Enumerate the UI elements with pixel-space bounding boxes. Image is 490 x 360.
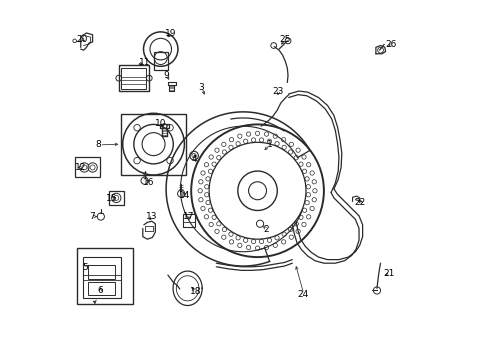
Text: 4: 4 <box>191 155 197 164</box>
Bar <box>153 52 168 69</box>
Text: 11: 11 <box>139 58 150 67</box>
Text: 9: 9 <box>163 71 169 80</box>
Text: 22: 22 <box>355 198 366 207</box>
Bar <box>74 157 100 177</box>
Text: 14: 14 <box>179 190 191 199</box>
Text: 23: 23 <box>272 86 284 95</box>
Text: 21: 21 <box>384 269 395 278</box>
Text: 7: 7 <box>90 212 96 221</box>
Bar <box>83 257 121 298</box>
Text: 10: 10 <box>155 119 167 128</box>
Bar <box>88 282 115 296</box>
Bar <box>109 191 124 205</box>
Text: 18: 18 <box>190 287 201 296</box>
Text: 3: 3 <box>198 83 204 92</box>
Text: 19: 19 <box>165 29 176 38</box>
Bar <box>122 114 186 175</box>
Text: 26: 26 <box>386 40 397 49</box>
Text: 15: 15 <box>106 194 117 203</box>
Text: 12: 12 <box>75 163 86 172</box>
Text: 25: 25 <box>279 35 291 44</box>
Text: 13: 13 <box>146 212 157 221</box>
Text: 20: 20 <box>76 35 88 44</box>
Bar <box>88 265 115 279</box>
Bar <box>183 214 195 227</box>
Text: 17: 17 <box>183 212 194 221</box>
Text: 5: 5 <box>82 264 88 273</box>
Text: 6: 6 <box>97 286 102 295</box>
Bar <box>77 248 133 304</box>
Text: 2: 2 <box>263 225 269 234</box>
Text: 24: 24 <box>297 289 309 298</box>
Text: 16: 16 <box>143 178 155 187</box>
Text: 8: 8 <box>96 140 101 149</box>
Text: 1: 1 <box>267 140 272 149</box>
Bar <box>122 68 147 89</box>
Bar <box>119 65 149 91</box>
